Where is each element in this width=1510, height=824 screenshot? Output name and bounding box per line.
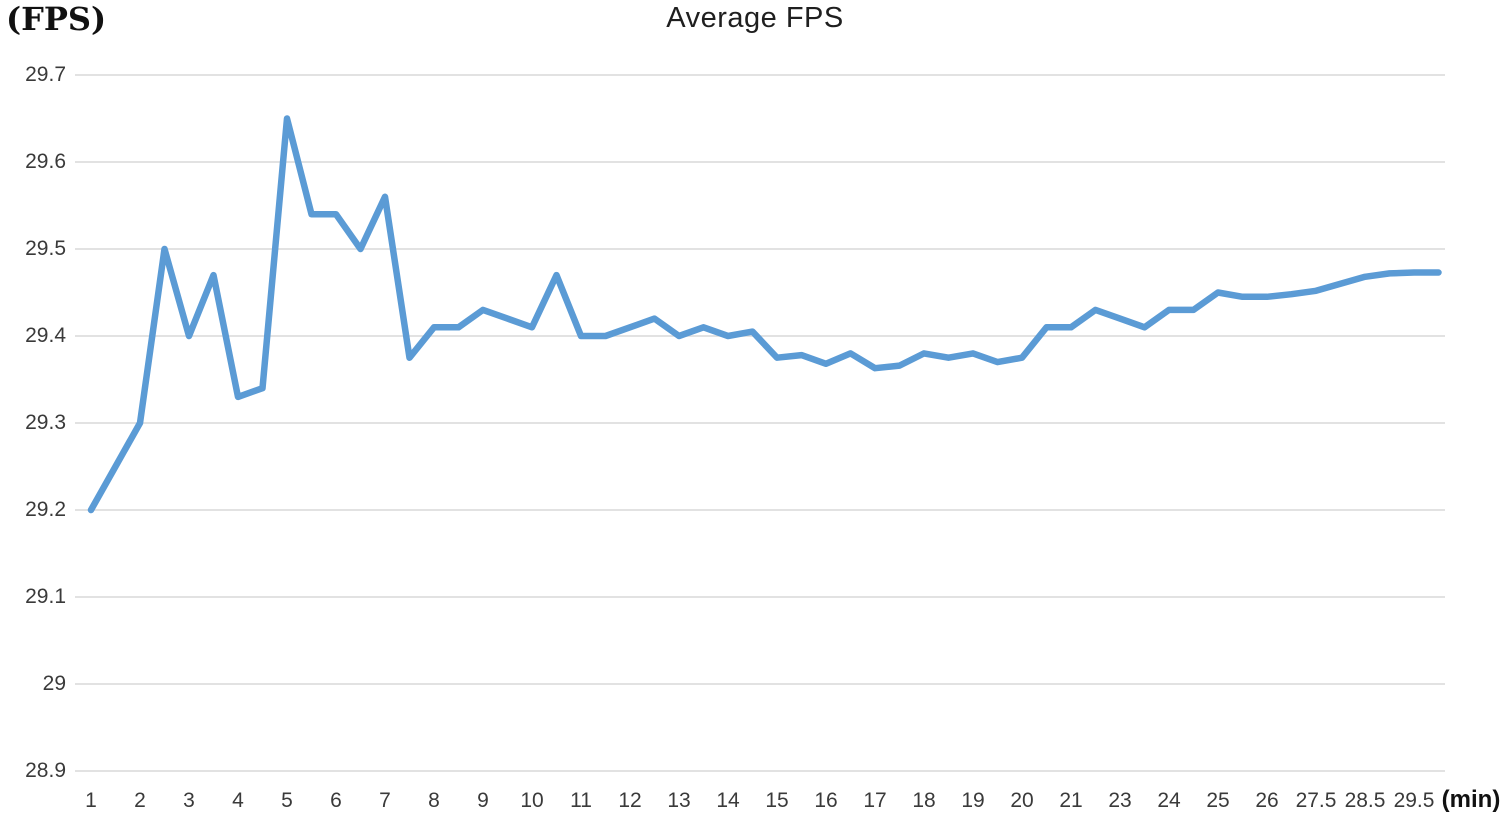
y-tick-label: 29.6 — [25, 150, 66, 173]
x-tick-label: 1 — [85, 789, 97, 812]
x-tick-label: 4 — [232, 789, 244, 812]
x-tick-label: 8 — [428, 789, 440, 812]
x-tick-label: 5 — [281, 789, 293, 812]
x-tick-label: 26 — [1255, 789, 1279, 812]
y-tick-label: 29.1 — [25, 585, 66, 608]
y-axis-unit-label: (FPS) — [6, 0, 107, 38]
x-tick-label: 27.5 — [1295, 789, 1337, 812]
x-tick-label: 29.5 — [1393, 789, 1435, 812]
x-tick-label: 24 — [1157, 789, 1181, 812]
x-tick-label: 9 — [477, 789, 489, 812]
x-tick-label: 15 — [765, 789, 789, 812]
x-tick-label: 3 — [183, 789, 195, 812]
x-axis-unit-label: (min) — [1441, 786, 1501, 813]
x-tick-label: 18 — [912, 789, 936, 812]
x-tick-label: 19 — [961, 789, 985, 812]
x-tick-label: 21 — [1059, 789, 1083, 812]
x-tick-label: 11 — [570, 789, 592, 812]
x-tick-label: 28.5 — [1344, 789, 1386, 812]
x-tick-label: 17 — [863, 789, 887, 812]
x-tick-label: 16 — [814, 789, 838, 812]
x-tick-label: 23 — [1108, 789, 1132, 812]
x-tick-label: 12 — [618, 789, 642, 812]
x-tick-label: 20 — [1010, 789, 1034, 812]
gridlines — [75, 74, 1445, 772]
y-tick-label: 29.5 — [25, 237, 66, 260]
y-tick-label: 29.2 — [25, 498, 66, 521]
fps-line — [87, 115, 1442, 514]
x-tick-label: 7 — [379, 789, 391, 812]
y-tick-label: 29 — [42, 672, 66, 695]
x-tick-label: 13 — [667, 789, 691, 812]
y-tick-label: 28.9 — [25, 759, 66, 782]
x-tick-label: 25 — [1206, 789, 1230, 812]
y-tick-label: 29.4 — [25, 324, 66, 347]
x-tick-label: 14 — [716, 789, 740, 812]
x-tick-label: 2 — [134, 789, 146, 812]
x-tick-label: 10 — [520, 789, 544, 812]
x-tick-label: 6 — [330, 789, 342, 812]
chart-title: Average FPS — [666, 2, 844, 34]
y-tick-label: 29.7 — [25, 63, 66, 86]
y-tick-label: 29.3 — [25, 411, 66, 434]
